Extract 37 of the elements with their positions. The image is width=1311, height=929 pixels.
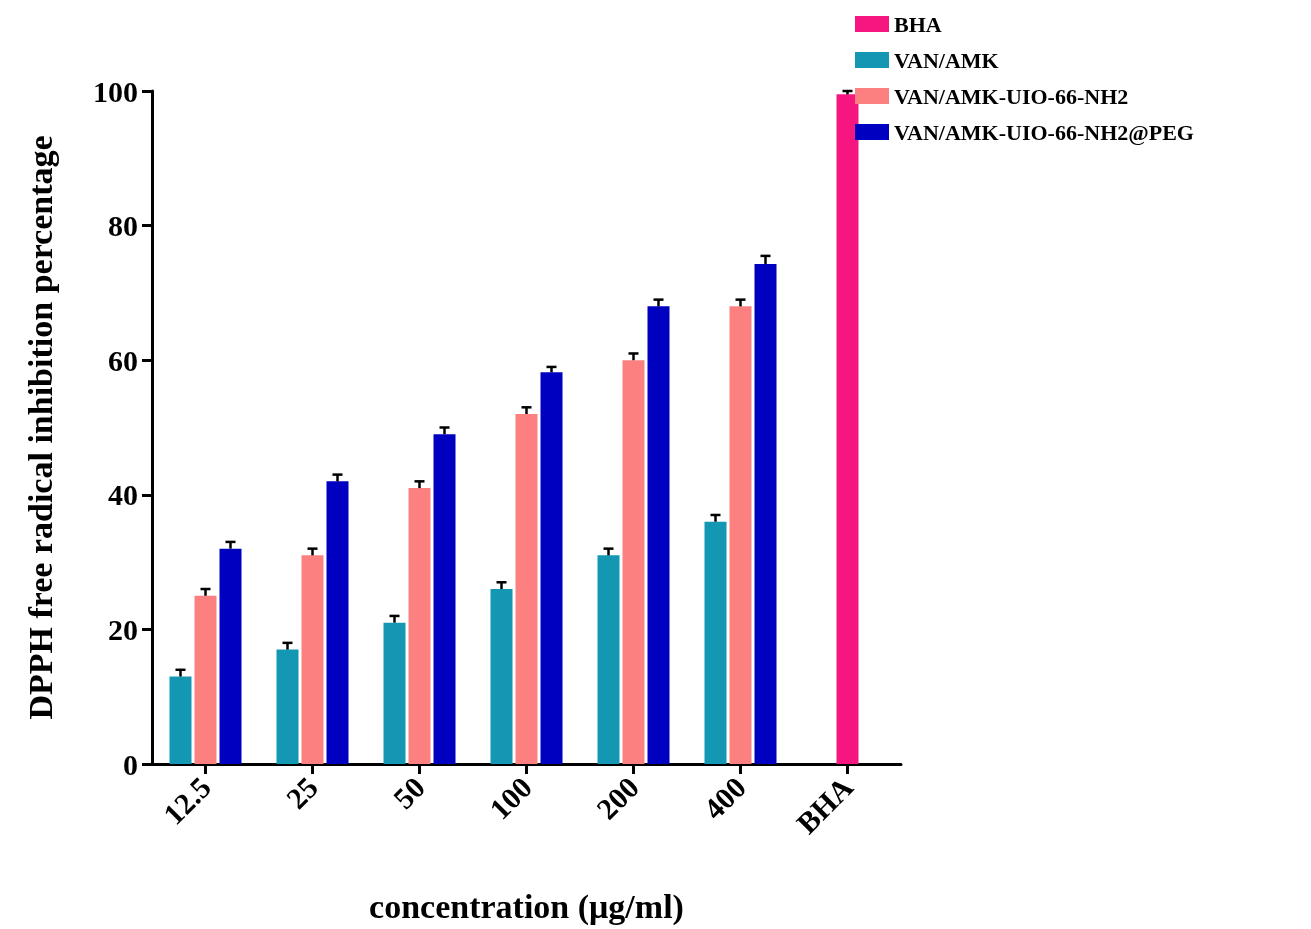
legend-label: BHA bbox=[894, 11, 942, 37]
bar bbox=[729, 306, 752, 764]
bar bbox=[276, 649, 299, 764]
x-tick-label: 200 bbox=[590, 770, 646, 826]
bar bbox=[383, 622, 406, 764]
bar bbox=[515, 414, 538, 764]
bar bbox=[836, 94, 859, 764]
x-tick-label: 50 bbox=[386, 770, 432, 815]
x-axis-title: concentration (μg/ml) bbox=[369, 887, 684, 926]
x-tick-label: 25 bbox=[279, 770, 325, 815]
bar bbox=[301, 555, 324, 764]
bar bbox=[704, 521, 727, 764]
bar bbox=[169, 676, 192, 764]
legend-label: VAN/AMK bbox=[894, 47, 999, 73]
y-tick-label: 80 bbox=[108, 209, 138, 243]
bar bbox=[540, 372, 563, 764]
y-tick-label: 60 bbox=[108, 343, 138, 377]
legend-label: VAN/AMK-UIO-66-NH2 bbox=[894, 83, 1129, 109]
bar bbox=[622, 360, 645, 764]
bar bbox=[647, 306, 670, 764]
bar bbox=[194, 595, 217, 764]
bar bbox=[597, 555, 620, 764]
bar bbox=[490, 589, 513, 764]
x-tick-label: 100 bbox=[483, 770, 539, 826]
bar bbox=[326, 481, 349, 764]
legend-label: VAN/AMK-UIO-66-NH2@PEG bbox=[894, 119, 1194, 145]
y-axis-title: DPPH free radical inhibition percentage bbox=[21, 135, 59, 720]
y-tick-label: 20 bbox=[108, 612, 138, 646]
bar bbox=[219, 548, 242, 764]
bar bbox=[408, 488, 431, 764]
bar bbox=[754, 263, 777, 764]
y-tick-label: 0 bbox=[123, 747, 138, 781]
y-tick-label: 100 bbox=[93, 74, 138, 108]
x-tick-label: 12.5 bbox=[156, 770, 218, 831]
y-tick-label: 40 bbox=[108, 478, 138, 512]
bar bbox=[433, 434, 456, 764]
x-tick-label: 400 bbox=[697, 770, 753, 826]
